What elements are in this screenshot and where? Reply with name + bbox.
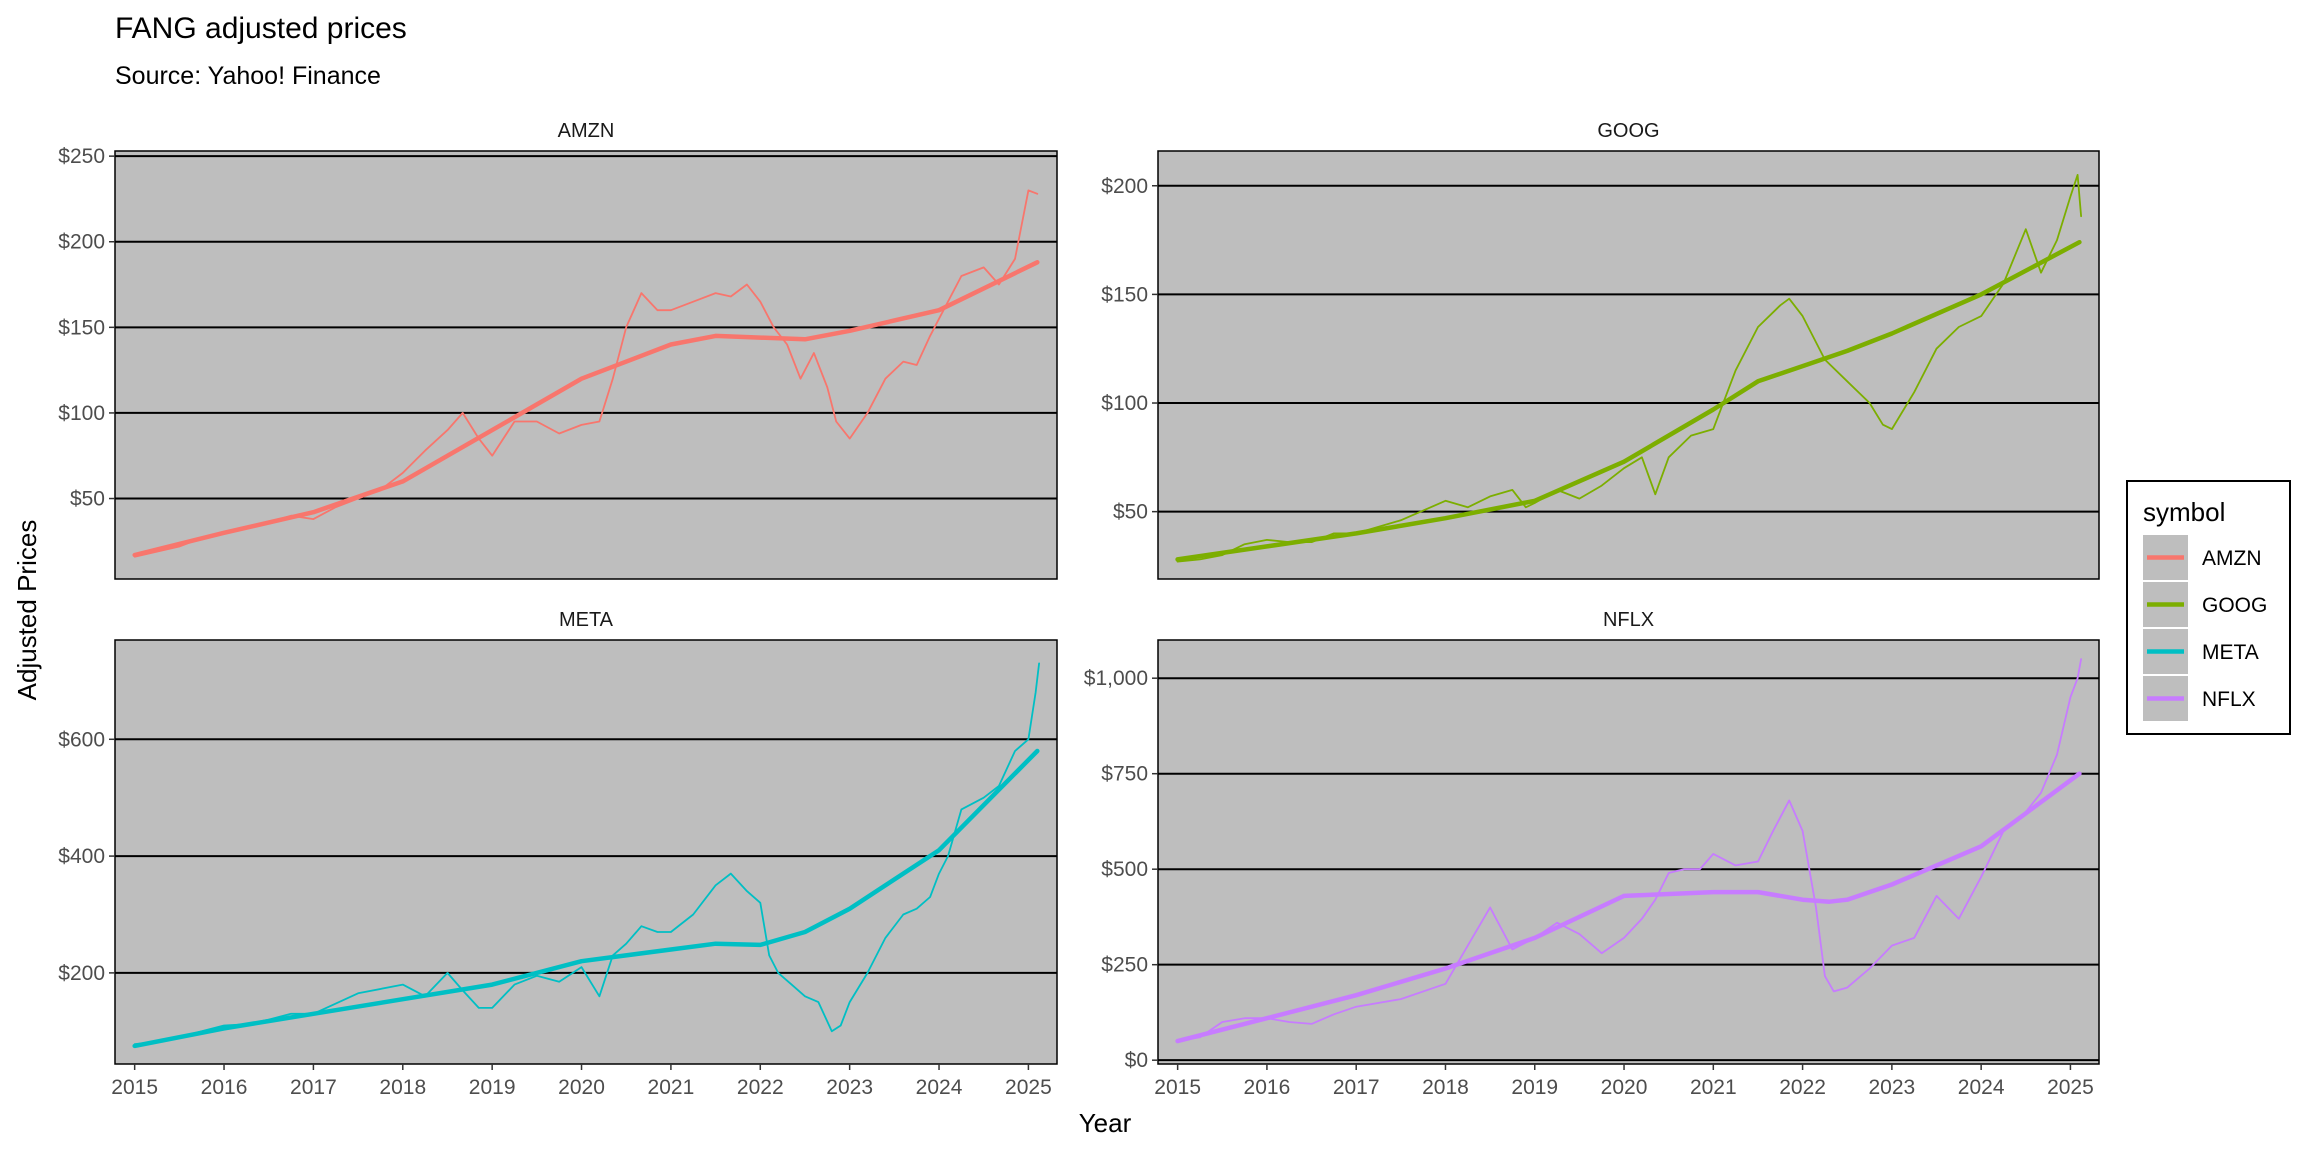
x-tick-label: 2015 (111, 1076, 158, 1099)
chart-subtitle: Source: Yahoo! Finance (115, 62, 381, 90)
facet-label: GOOG (1597, 120, 1659, 142)
panel-background (1157, 639, 2100, 1065)
facet-amzn: AMZN $50 $100 $150 $200 $250 (58, 120, 1058, 580)
chart-title: FANG adjusted prices (115, 12, 407, 45)
y-tick-label: $50 (1113, 501, 1148, 524)
x-tick-label: 2022 (1779, 1076, 1826, 1099)
x-tick-label: 2022 (737, 1076, 784, 1099)
y-tick-label: $500 (1101, 858, 1148, 881)
legend-label: GOOG (2202, 594, 2267, 617)
legend-item-meta: META (2143, 629, 2259, 674)
trend-line (132, 260, 1040, 558)
price-line (1176, 658, 2083, 1042)
facet-label: AMZN (558, 120, 615, 142)
x-axis-label: Year (1079, 1108, 1132, 1138)
y-tick-label: $200 (1101, 175, 1148, 198)
x-tick-label: 2023 (1869, 1076, 1916, 1099)
legend-item-goog: GOOG (2143, 582, 2267, 627)
x-tick-label: 2020 (1601, 1076, 1648, 1099)
legend-title: symbol (2143, 497, 2225, 527)
facet-label: NFLX (1603, 609, 1654, 631)
y-tick-label: $150 (58, 316, 105, 339)
x-tick-label: 2021 (1690, 1076, 1737, 1099)
y-tick-label: $750 (1101, 763, 1148, 786)
y-tick-label: $50 (70, 488, 105, 511)
facet-label: META (559, 609, 614, 631)
legend-label: AMZN (2202, 547, 2262, 570)
trend-line (1175, 239, 2082, 562)
x-tick-label: 2025 (2047, 1076, 2094, 1099)
price-line (133, 662, 1040, 1045)
y-tick-label: $100 (1101, 392, 1148, 415)
y-tick-label: $150 (1101, 283, 1148, 306)
y-tick-label: $250 (1101, 954, 1148, 977)
x-tick-label: 2020 (558, 1076, 605, 1099)
x-tick-label: 2016 (1244, 1076, 1291, 1099)
x-tick-label: 2019 (1511, 1076, 1558, 1099)
x-tick-label: 2019 (469, 1076, 516, 1099)
y-axis-label: Adjusted Prices (12, 520, 42, 701)
facet-nflx: NFLX $0 $250 $500 $750 $1,000 2015 2016 2017 2018… (1084, 609, 2100, 1099)
y-tick-label: $200 (58, 962, 105, 985)
y-tick-label: $200 (58, 231, 105, 254)
legend-label: META (2202, 641, 2259, 664)
panel-background (1157, 150, 2100, 580)
y-tick-label: $600 (58, 728, 105, 751)
legend-items: AMZN GOOG META NFLX (2143, 535, 2267, 721)
y-tick-label: $100 (58, 402, 105, 425)
x-tick-label: 2016 (201, 1076, 248, 1099)
facet-meta: META $200 $400 $600 2015 2016 2017 2018 2019 2020… (58, 609, 1058, 1099)
x-tick-label: 2018 (379, 1076, 426, 1099)
x-tick-label: 2017 (1333, 1076, 1380, 1099)
legend-item-nflx: NFLX (2143, 676, 2256, 721)
x-tick-label: 2015 (1154, 1076, 1201, 1099)
x-tick-label: 2024 (916, 1076, 963, 1099)
y-tick-label: $250 (58, 145, 105, 168)
x-tick-label: 2017 (290, 1076, 337, 1099)
trend-line (132, 748, 1040, 1049)
x-tick-label: 2021 (648, 1076, 695, 1099)
facet-goog: GOOG $50 $100 $150 $200 (1101, 120, 2100, 580)
x-tick-label: 2024 (1958, 1076, 2005, 1099)
x-tick-label: 2025 (1005, 1076, 1052, 1099)
x-tick-label: 2023 (826, 1076, 873, 1099)
x-tick-label: 2018 (1422, 1076, 1469, 1099)
panel-background (114, 639, 1058, 1065)
y-tick-label: $0 (1125, 1049, 1148, 1072)
legend-label: NFLX (2202, 688, 2256, 711)
legend-item-amzn: AMZN (2143, 535, 2262, 580)
legend: symbol AMZN GOOG META NFLX (2126, 480, 2291, 735)
y-tick-label: $400 (58, 845, 105, 868)
price-line (133, 189, 1039, 558)
facet-panels: AMZN $50 $100 $150 $200 $250 GOOG $50 $100 $150 $2… (58, 120, 2100, 1099)
trend-line (1175, 771, 2082, 1044)
y-tick-label: $1,000 (1084, 667, 1148, 690)
